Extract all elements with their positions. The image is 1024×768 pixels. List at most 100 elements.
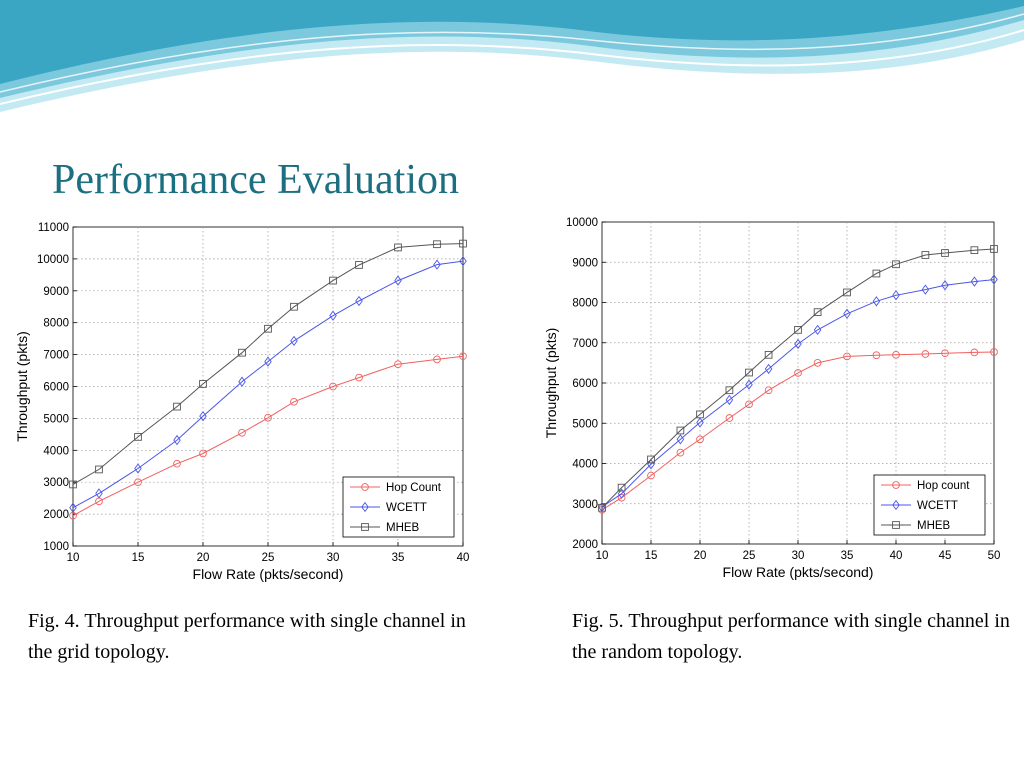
chart2-legend-entry-wcett-label: WCETT bbox=[917, 500, 958, 512]
chart2-series-wcett-point bbox=[696, 417, 704, 428]
chart1-x-tick-label: 15 bbox=[132, 552, 145, 564]
chart1-series-hop-count-point bbox=[290, 397, 298, 406]
chart1-series-hop-count-point bbox=[173, 459, 181, 468]
chart2-legend-entry-mheb-label: MHEB bbox=[917, 520, 951, 532]
chart1-series-mheb-point bbox=[173, 402, 181, 411]
chart2-legend: Hop count WCETT MHEB bbox=[873, 474, 986, 536]
chart2-series-wcett-point bbox=[892, 290, 900, 301]
chart2-x-tick-label: 10 bbox=[596, 550, 609, 562]
chart2-series-hop-count-point bbox=[794, 369, 802, 377]
chart2-series-wcett-point bbox=[921, 284, 930, 295]
chart2-legend-entry-wcett-marker bbox=[892, 499, 900, 511]
chart1-series-wcett-point bbox=[134, 463, 142, 474]
chart2-series-hop-count-point bbox=[696, 435, 704, 444]
chart1-y-tick-label: 3000 bbox=[43, 477, 69, 489]
chart2-y-tick-label: 4000 bbox=[572, 459, 598, 471]
chart1-y-tick-label: 4000 bbox=[43, 445, 69, 457]
chart2-series-wcett-point bbox=[617, 488, 626, 499]
chart1-series-mheb-point bbox=[433, 240, 441, 249]
chart1-series-hop-count-point bbox=[238, 428, 246, 437]
chart1-series-wcett-point bbox=[459, 255, 467, 267]
chart1-series-wcett-point bbox=[394, 275, 402, 286]
chart1-series-wcett bbox=[69, 255, 467, 513]
chart2-series-hop-count-point bbox=[745, 400, 753, 409]
chart2-x-tick-label: 40 bbox=[890, 550, 903, 562]
chart1-series-wcett-point bbox=[199, 411, 207, 422]
slide-title: Performance Evaluation bbox=[52, 157, 459, 203]
chart2-series-mheb-point bbox=[617, 483, 626, 492]
chart2-series-mheb-point bbox=[647, 455, 655, 464]
chart1-x-axis-label: Flow Rate (pkts/second) bbox=[193, 566, 344, 582]
chart2-series-hop-count bbox=[598, 348, 998, 514]
chart1-series-mheb bbox=[69, 239, 467, 489]
chart1-series-mheb-point bbox=[134, 433, 142, 441]
chart1-legend-entry-hop-count: Hop Count bbox=[350, 482, 442, 494]
chart1-series-hop-count-point bbox=[264, 413, 272, 422]
chart1-series-wcett-point bbox=[355, 295, 363, 307]
chart2-series-hop-count-point bbox=[676, 448, 685, 457]
chart2-x-tick-label: 20 bbox=[694, 550, 707, 562]
chart1-series-hop-count-point bbox=[394, 360, 402, 369]
chart1-y-axis-label: Throughput (pkts) bbox=[14, 331, 30, 442]
chart2-x-tick-label: 25 bbox=[743, 550, 756, 562]
chart2-series-wcett-point bbox=[970, 276, 979, 287]
chart1-legend-entry-wcett-marker bbox=[361, 501, 369, 513]
chart1-series-mheb-point bbox=[238, 348, 246, 357]
chart2-series-hop-count-point bbox=[990, 348, 998, 356]
chart2-legend-entry-mheb: MHEB bbox=[881, 520, 951, 532]
chart1-legend-entry-hop-count-label: Hop Count bbox=[386, 482, 442, 494]
chart1-series-mheb-line bbox=[72, 243, 464, 485]
chart1-y-tick-label: 10000 bbox=[37, 254, 69, 266]
chart2-legend-entry-wcett: WCETT bbox=[881, 499, 958, 512]
chart2-series-wcett-point bbox=[725, 394, 734, 406]
chart2-series-wcett bbox=[598, 274, 998, 513]
chart2-series-wcett-point bbox=[843, 308, 851, 319]
chart2-legend-entry-mheb-marker bbox=[892, 521, 900, 529]
throughput-chart-random: 10 15 20 25 30 35 40 45 50 2000 3000 4000 5000 6000 70… bbox=[533, 213, 1013, 590]
chart2-y-axis-label: Throughput (pkts) bbox=[543, 328, 559, 439]
chart2-series-mheb-point bbox=[745, 368, 753, 377]
chart1-y-tick-label: 1000 bbox=[43, 541, 69, 553]
chart1-legend: Hop Count WCETT MHEB bbox=[342, 476, 455, 538]
chart2-y-tick-label: 8000 bbox=[572, 298, 598, 310]
chart1-series-mheb-point bbox=[290, 302, 298, 311]
header-wave-decoration bbox=[0, 0, 1024, 112]
chart2-series-hop-count-point bbox=[725, 414, 734, 422]
chart2-series-wcett-point bbox=[990, 274, 998, 285]
chart2-series-hop-count-point bbox=[843, 352, 851, 361]
chart1-series-hop-count-point bbox=[433, 355, 441, 364]
chart1-series-mheb-point bbox=[394, 243, 402, 252]
chart1-legend-entry-mheb: MHEB bbox=[350, 522, 420, 534]
chart1-x-tick-label: 40 bbox=[457, 552, 470, 564]
chart2-x-tick-label: 35 bbox=[841, 550, 854, 562]
chart1-y-tick-label: 6000 bbox=[43, 382, 69, 394]
chart2-y-tick-label: 3000 bbox=[572, 499, 598, 511]
chart1-y-tick-label: 2000 bbox=[43, 509, 69, 521]
chart1-series-mheb-point bbox=[459, 239, 467, 248]
chart2-series-mheb-point bbox=[676, 426, 685, 435]
chart1-legend-entry-hop-count-marker bbox=[361, 483, 369, 491]
chart2-series-mheb-point bbox=[941, 249, 949, 257]
chart1-series-wcett-point bbox=[69, 502, 77, 513]
chart1-series-wcett-point bbox=[264, 356, 272, 367]
chart2-series-mheb-line bbox=[601, 248, 995, 509]
chart2-legend-entry-hop-count-marker bbox=[892, 481, 900, 489]
chart2-series-wcett-point bbox=[676, 434, 685, 445]
chart2-legend-entry-hop-count-label: Hop count bbox=[917, 480, 970, 492]
chart1-series-mheb-point bbox=[95, 465, 103, 474]
chart2-series-wcett-point bbox=[745, 379, 753, 390]
chart2-series-hop-count-point bbox=[617, 493, 626, 502]
chart2-x-tick-label: 50 bbox=[988, 550, 1001, 562]
chart1-x-tick-label: 30 bbox=[327, 552, 340, 564]
chart2-series-hop-count-point bbox=[813, 359, 822, 367]
chart1-series-mheb-point bbox=[199, 380, 207, 388]
chart1-x-tick-label: 20 bbox=[197, 552, 210, 564]
chart2-series-wcett-point bbox=[764, 363, 773, 375]
chart2-x-tick-label: 45 bbox=[939, 550, 952, 562]
chart1-series-wcett-point bbox=[329, 310, 337, 321]
chart1-series-mheb-point bbox=[69, 480, 77, 489]
chart1-series-wcett-point bbox=[290, 335, 298, 347]
chart2-y-tick-label: 7000 bbox=[572, 338, 598, 350]
chart2-series-mheb-point bbox=[892, 260, 900, 269]
chart2-y-tick-label: 2000 bbox=[572, 539, 598, 551]
